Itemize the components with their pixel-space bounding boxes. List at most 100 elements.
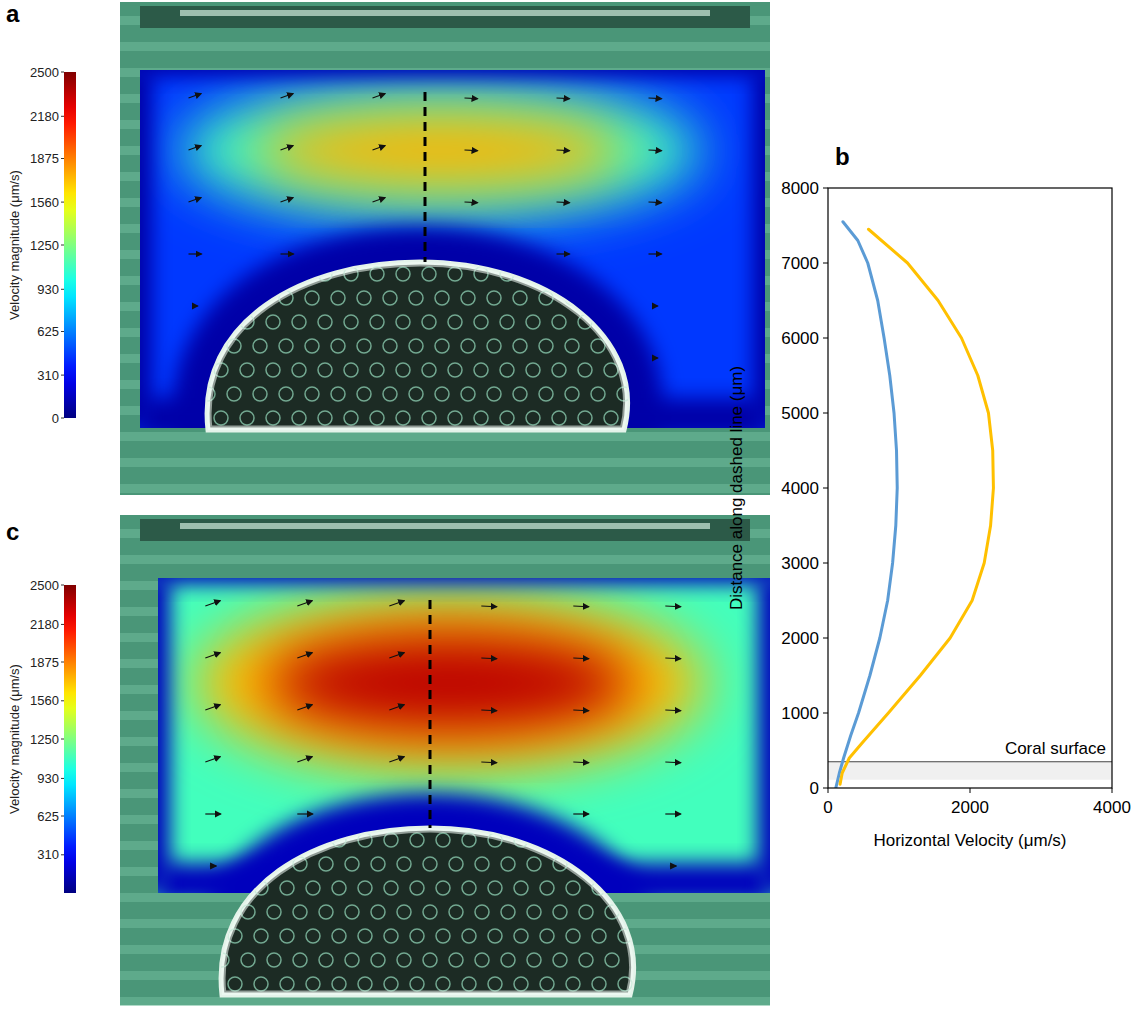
coral-polyp xyxy=(267,953,281,967)
flow-arrow xyxy=(665,813,680,814)
coral-polyp xyxy=(279,339,293,353)
coral-polyp xyxy=(462,977,476,991)
flow-arrow xyxy=(297,757,312,762)
coral-polyp xyxy=(318,411,332,425)
coral-polyp xyxy=(436,833,450,847)
profile-curve xyxy=(840,229,993,784)
coral-polyp xyxy=(513,387,527,401)
coral-polyp xyxy=(241,857,255,871)
coral-polyp xyxy=(435,339,449,353)
image-panel: 31062593012501560187521802500Velocity ma… xyxy=(6,515,800,1006)
coral-polyp xyxy=(383,339,397,353)
coral-polyp xyxy=(357,387,371,401)
coral-polyp xyxy=(422,411,436,425)
colorbar-tick-label: 1875 xyxy=(30,151,59,166)
colorbar-tick-label: 310 xyxy=(37,368,59,383)
colorbar-tick xyxy=(61,816,64,817)
coral-polyp xyxy=(592,833,606,847)
coral-polyp xyxy=(605,857,619,871)
coral-polyp xyxy=(435,291,449,305)
coral-polyp xyxy=(501,953,515,967)
coral-polyp xyxy=(462,881,476,895)
flow-arrow xyxy=(649,149,662,151)
coral-polyp xyxy=(579,905,593,919)
colorbar-tick-label: 1250 xyxy=(30,238,59,253)
colorbar-tick xyxy=(61,778,64,779)
plot-frame xyxy=(828,188,1112,788)
flow-arrow xyxy=(373,198,386,202)
profile-line xyxy=(429,600,432,828)
coral-polyp xyxy=(488,929,502,943)
flow-arrow xyxy=(557,97,570,99)
figure: 0 31062593012501560187521802500Velocity m… xyxy=(0,0,1143,1009)
panel-letter: b xyxy=(835,143,850,170)
coral-polyp xyxy=(267,905,281,919)
coral-polyps xyxy=(201,267,644,425)
coral-polyp xyxy=(552,267,566,281)
flow-arrow xyxy=(205,705,220,710)
coral-polyp xyxy=(526,267,540,281)
coral-polyp xyxy=(331,387,345,401)
coral-polyp xyxy=(578,363,592,377)
colorbar-title: Velocity magnitude (μm/s) xyxy=(7,664,22,814)
coral-polyp xyxy=(565,339,579,353)
coral-polyp xyxy=(409,387,423,401)
flow-arrow xyxy=(297,813,312,814)
coral-polyp xyxy=(254,833,268,847)
coral-polyp xyxy=(487,291,501,305)
coral-polyp xyxy=(514,881,528,895)
coral-polyp xyxy=(423,953,437,967)
coral-polyp xyxy=(422,267,436,281)
photo-stripe xyxy=(120,42,770,51)
flow-arrow xyxy=(481,761,496,763)
flow-arrow xyxy=(205,757,220,762)
coral-polyp xyxy=(591,387,605,401)
flow-arrow xyxy=(573,605,588,607)
y-tick-label: 0 xyxy=(810,779,819,798)
flow-arrow xyxy=(481,709,496,711)
coral-polyp xyxy=(254,977,268,991)
coral-polyp xyxy=(318,363,332,377)
coral-polyp xyxy=(449,953,463,967)
coral-polyp xyxy=(384,929,398,943)
coral-polyp xyxy=(306,929,320,943)
coral-polyp xyxy=(266,363,280,377)
field-mid xyxy=(178,82,703,220)
coral-polyp xyxy=(540,929,554,943)
flow-arrow xyxy=(665,709,680,711)
coral-polyp xyxy=(487,339,501,353)
coral-polyp xyxy=(423,857,437,871)
coral-polyp xyxy=(488,881,502,895)
y-axis-title: Distance along dashed line (μm) xyxy=(727,366,746,610)
colorbar xyxy=(64,72,76,418)
panel-letter: c xyxy=(6,518,19,545)
colorbar-tick xyxy=(61,245,64,246)
coral-polyp xyxy=(279,387,293,401)
coral-polyp xyxy=(604,267,618,281)
coral-polyp xyxy=(475,905,489,919)
coral-polyp xyxy=(618,833,632,847)
coral-polyp xyxy=(214,315,228,329)
coral-polyp xyxy=(566,977,580,991)
x-tick-label: 0 xyxy=(823,798,832,817)
coral-polyp xyxy=(435,387,449,401)
coral-polyp xyxy=(345,857,359,871)
coral-polyp xyxy=(280,977,294,991)
coral-polyp xyxy=(475,857,489,871)
flow-arrow xyxy=(652,357,657,358)
coral-polyp xyxy=(565,387,579,401)
flow-arrow xyxy=(665,761,680,763)
line-chart: b010002000300040005000600070008000020004… xyxy=(727,143,1131,850)
colorbar-tick xyxy=(61,624,64,625)
photo-stripe xyxy=(120,555,770,564)
coral-surface-line xyxy=(828,761,1112,762)
coral-body xyxy=(221,828,634,995)
coral-polyp xyxy=(449,857,463,871)
coral-polyp xyxy=(254,929,268,943)
coral-polyp xyxy=(540,977,554,991)
coral-polyp xyxy=(630,363,644,377)
coral-polyp xyxy=(397,905,411,919)
y-tick-label: 1000 xyxy=(781,704,819,723)
y-tick-label: 3000 xyxy=(781,554,819,573)
flow-arrow xyxy=(281,146,294,150)
